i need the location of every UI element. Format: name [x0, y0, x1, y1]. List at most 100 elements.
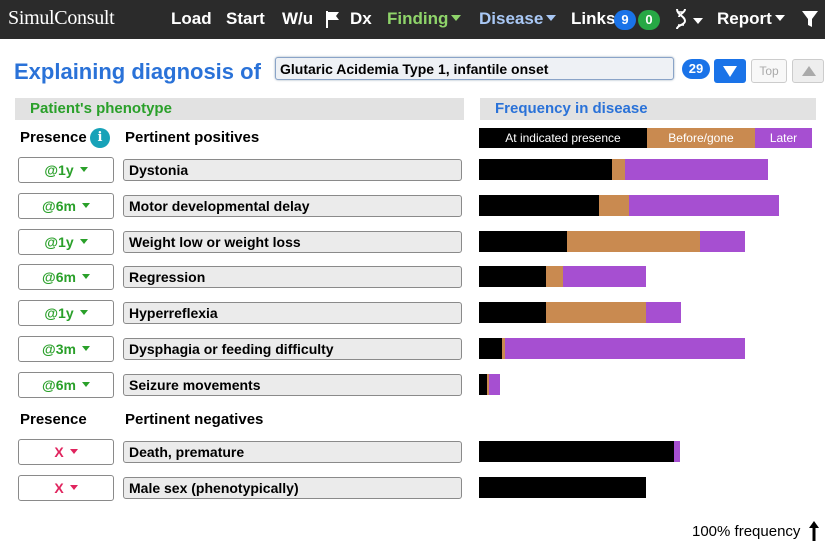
presence-value: @1y	[44, 234, 74, 250]
chevron-down-icon	[79, 309, 88, 315]
presence-dropdown[interactable]: @1y	[18, 157, 114, 183]
diagnosis-input[interactable]	[275, 57, 674, 80]
presence-dropdown[interactable]: @6m	[18, 372, 114, 398]
nav-wu[interactable]: W/u	[282, 9, 314, 28]
presence-dropdown[interactable]: @6m	[18, 193, 114, 219]
links-badge-blue: 9	[614, 10, 636, 30]
nav-report-menu[interactable]: Report	[717, 9, 785, 29]
presence-value: @6m	[42, 198, 76, 214]
presence-value: X	[54, 444, 64, 460]
presence-dropdown[interactable]: X	[18, 439, 114, 465]
segment-before-gone	[546, 302, 646, 323]
presence-dropdown[interactable]: @6m	[18, 264, 114, 290]
chevron-down-icon[interactable]	[693, 18, 703, 24]
app-logo[interactable]: SimulConsult	[8, 7, 115, 29]
chevron-down-icon	[81, 345, 90, 351]
segment-at-presence	[479, 266, 546, 287]
segment-later	[563, 266, 646, 287]
page-title: Explaining diagnosis of	[14, 59, 261, 84]
flag-icon[interactable]	[325, 10, 341, 28]
presence-value: @6m	[42, 377, 76, 393]
legend-later: Later	[755, 128, 812, 148]
chevron-down-icon	[79, 166, 88, 172]
chevron-down-icon	[451, 14, 462, 21]
up-arrow-icon	[809, 521, 819, 541]
presence-value: @6m	[42, 269, 76, 285]
segment-later	[625, 159, 768, 180]
segment-later	[489, 374, 500, 395]
frequency-bar	[479, 159, 768, 180]
previous-diagnosis-button[interactable]	[792, 59, 824, 83]
presence-value: @1y	[44, 162, 74, 178]
frequency-legend: At indicated presence Before/gone Later	[479, 128, 812, 148]
finding-name[interactable]: Weight low or weight loss	[123, 231, 462, 253]
segment-at-presence	[479, 338, 502, 359]
finding-name[interactable]: Dysphagia or feeding difficulty	[123, 338, 462, 360]
legend-at-presence: At indicated presence	[479, 128, 647, 148]
chevron-down-icon	[774, 14, 785, 21]
segment-at-presence	[479, 477, 646, 498]
frequency-bar	[479, 477, 646, 498]
segment-before-gone	[487, 374, 489, 395]
frequency-bar	[479, 266, 646, 287]
chevron-down-icon	[81, 273, 90, 279]
next-diagnosis-button[interactable]	[714, 59, 746, 83]
nav-links[interactable]: Links	[571, 9, 616, 28]
presence-dropdown[interactable]: @3m	[18, 336, 114, 362]
frequency-scale-label: 100% frequency	[692, 523, 801, 540]
presence-column-label: Presence	[20, 129, 87, 146]
finding-name[interactable]: Regression	[123, 266, 462, 288]
links-badge-green: 0	[638, 10, 660, 30]
frequency-bar	[479, 302, 681, 323]
nav-disease-label: Disease	[479, 9, 544, 28]
nav-finding-menu[interactable]: Finding	[387, 9, 462, 29]
negatives-column-label: Pertinent negatives	[125, 411, 264, 428]
top-button[interactable]: Top	[751, 59, 787, 83]
dna-icon[interactable]	[674, 8, 688, 30]
nav-dx[interactable]: Dx	[350, 9, 372, 28]
nav-load[interactable]: Load	[171, 9, 212, 28]
segment-at-presence	[479, 195, 599, 216]
diagnosis-count-badge: 29	[682, 59, 710, 79]
segment-before-gone	[612, 159, 625, 180]
info-icon[interactable]: i	[90, 128, 110, 148]
positives-column-label: Pertinent positives	[125, 129, 260, 146]
nav-finding-label: Finding	[387, 9, 449, 28]
frequency-bar	[479, 231, 745, 252]
segment-later	[700, 231, 745, 252]
presence-dropdown[interactable]: @1y	[18, 300, 114, 326]
segment-before-gone	[567, 231, 700, 252]
segment-at-presence	[479, 159, 612, 180]
segment-at-presence	[479, 374, 487, 395]
presence-value: @1y	[44, 305, 74, 321]
nav-report-label: Report	[717, 9, 772, 28]
finding-name[interactable]: Death, premature	[123, 441, 462, 463]
filter-icon[interactable]	[802, 10, 818, 28]
legend-before-gone: Before/gone	[647, 128, 755, 148]
presence-dropdown[interactable]: X	[18, 475, 114, 501]
segment-later	[646, 302, 681, 323]
finding-name[interactable]: Dystonia	[123, 159, 462, 181]
finding-name[interactable]: Motor developmental delay	[123, 195, 462, 217]
chevron-down-icon	[69, 484, 78, 490]
presence-column-label-negatives: Presence	[20, 411, 87, 428]
finding-name[interactable]: Hyperreflexia	[123, 302, 462, 324]
frequency-bar	[479, 441, 680, 462]
chevron-down-icon	[546, 14, 557, 21]
frequency-bar	[479, 374, 500, 395]
nav-start[interactable]: Start	[226, 9, 265, 28]
segment-at-presence	[479, 441, 674, 462]
chevron-down-icon	[81, 381, 90, 387]
segment-before-gone	[502, 338, 505, 359]
presence-value: @3m	[42, 341, 76, 357]
top-nav-bar: SimulConsult Load Start W/u Dx Finding D…	[0, 0, 825, 39]
segment-at-presence	[479, 302, 546, 323]
presence-dropdown[interactable]: @1y	[18, 229, 114, 255]
segment-later	[505, 338, 745, 359]
finding-name[interactable]: Seizure movements	[123, 374, 462, 396]
frequency-bar	[479, 338, 745, 359]
chevron-down-icon	[69, 448, 78, 454]
chevron-down-icon	[81, 202, 90, 208]
finding-name[interactable]: Male sex (phenotypically)	[123, 477, 462, 499]
nav-disease-menu[interactable]: Disease	[479, 9, 557, 29]
